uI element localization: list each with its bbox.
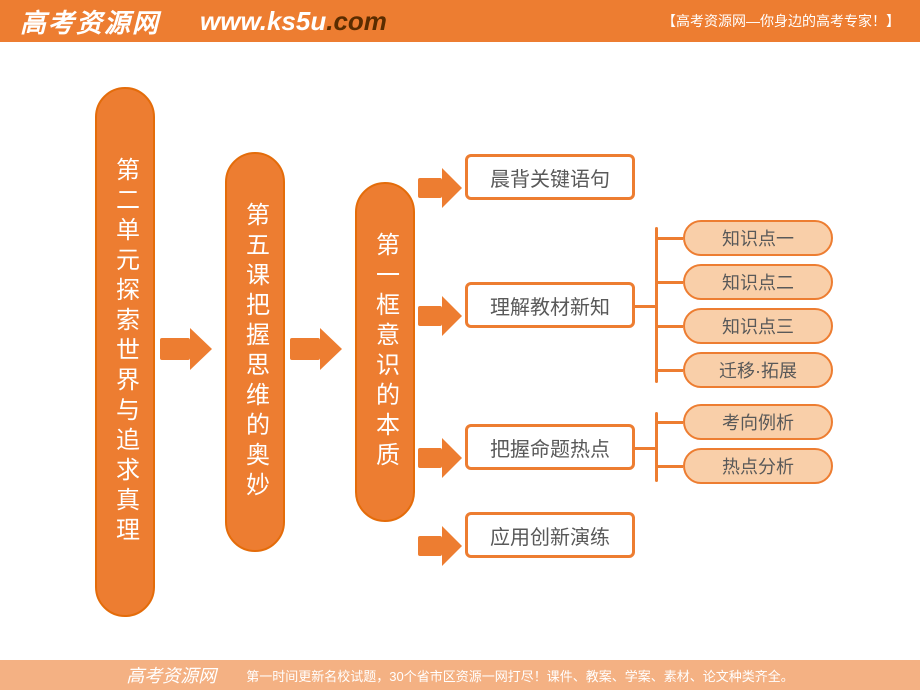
footer-text: 第一时间更新名校试题，30个省市区资源一网打尽！课件、教案、学案、素材、论文种类… <box>246 666 793 685</box>
bracket-arm <box>655 465 683 468</box>
arrow-body <box>160 338 190 360</box>
bracket-stem <box>635 305 655 308</box>
header-url: www.ks5u.com <box>200 6 387 37</box>
page-header: 高考资源网 www.ks5u.com 【高考资源网—你身边的高考专家！】 <box>0 0 920 42</box>
arrow-body <box>418 306 442 326</box>
column-col3: 第一框意识的本质 <box>355 182 415 522</box>
bracket-arm <box>655 237 683 240</box>
arrow-head-icon <box>442 526 462 566</box>
pill-p2: 知识点二 <box>683 264 833 300</box>
box-r2: 理解教材新知 <box>465 282 635 328</box>
header-slogan: 【高考资源网—你身边的高考专家！】 <box>662 11 900 31</box>
bracket-arm <box>655 369 683 372</box>
bracket-vertical <box>655 227 658 383</box>
bracket-arm <box>655 421 683 424</box>
diagram-canvas: 第二单元探索世界与追求真理 第五课把握思维的奥妙 第一框意识的本质 晨背关键语句理解教… <box>0 42 920 660</box>
bracket-arm <box>655 325 683 328</box>
footer-logo: 高考资源网 <box>126 662 216 688</box>
pill-p4: 迁移·拓展 <box>683 352 833 388</box>
header-logo-text: 高考资源网 <box>20 3 160 40</box>
box-r4: 应用创新演练 <box>465 512 635 558</box>
bracket-stem <box>635 447 655 450</box>
column-col1: 第二单元探索世界与追求真理 <box>95 87 155 617</box>
arrow-body <box>290 338 320 360</box>
box-r3: 把握命题热点 <box>465 424 635 470</box>
pill-p6: 热点分析 <box>683 448 833 484</box>
arrow-body <box>418 178 442 198</box>
arrow-body <box>418 536 442 556</box>
pill-p5: 考向例析 <box>683 404 833 440</box>
column-col2: 第五课把握思维的奥妙 <box>225 152 285 552</box>
arrow-head-icon <box>442 168 462 208</box>
pill-p3: 知识点三 <box>683 308 833 344</box>
arrow-body <box>418 448 442 468</box>
pill-p1: 知识点一 <box>683 220 833 256</box>
header-url-suffix: .com <box>326 6 387 36</box>
page-footer: 高考资源网 第一时间更新名校试题，30个省市区资源一网打尽！课件、教案、学案、素… <box>0 660 920 690</box>
arrow-head-icon <box>190 328 212 370</box>
header-url-prefix: www.ks5u <box>200 6 326 36</box>
arrow-head-icon <box>442 296 462 336</box>
arrow-head-icon <box>442 438 462 478</box>
arrow-head-icon <box>320 328 342 370</box>
header-logo: 高考资源网 <box>20 3 160 40</box>
bracket-arm <box>655 281 683 284</box>
box-r1: 晨背关键语句 <box>465 154 635 200</box>
